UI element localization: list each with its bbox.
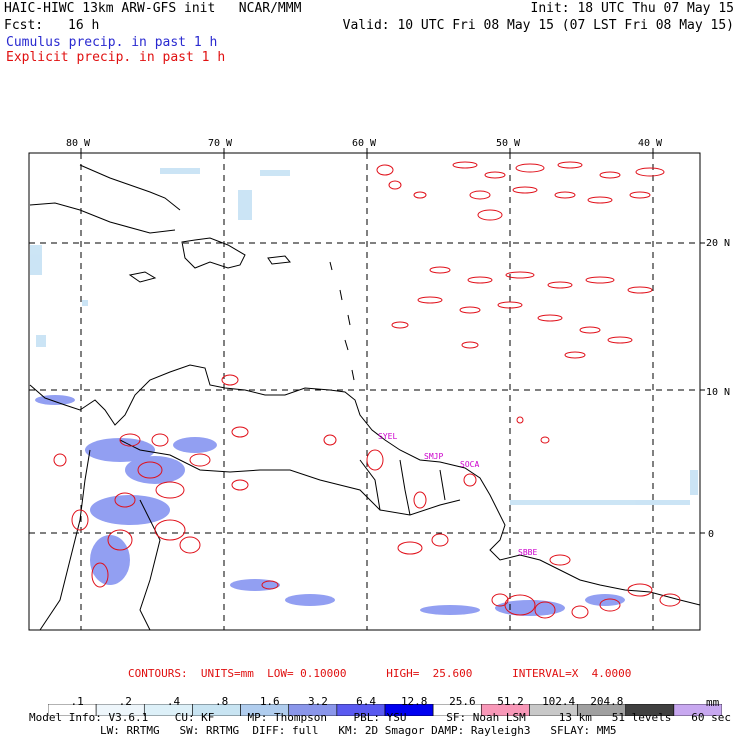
explicit-precip-contours [53, 161, 681, 619]
lon-label-60w: 60 W [352, 138, 377, 149]
lon-label-80w: 80 W [66, 138, 91, 149]
legend-explicit: Explicit precip. in past 1 h [6, 50, 226, 65]
station-sbbe: SBBE [518, 548, 537, 557]
station-syel: SYEL [378, 432, 397, 441]
colorbar-tick-label: 25.6 [449, 695, 476, 708]
lat-label-10n: 10 N [706, 387, 730, 398]
header-title: HAIC-HIWC 13km ARW-GFS init NCAR/MMM [4, 1, 302, 16]
colorbar-tick-label: 3.2 [307, 695, 328, 708]
station-soca: SOCA [460, 460, 479, 469]
colorbar-tick-label: .4 [166, 695, 181, 708]
colorbar-tick-label: 12.8 [400, 695, 428, 708]
footer-physics-info: LW: RRTMG SW: RRTMG DIFF: full KM: 2D Sm… [100, 724, 617, 737]
colorbar-unit: mm [706, 696, 720, 709]
header-valid: Valid: 10 UTC Fri 08 May 15 (07 LST Fri … [342, 18, 734, 33]
map-frame [28, 152, 701, 631]
graticule [29, 153, 700, 630]
colorbar-tick-label: .1 [70, 695, 84, 708]
colorbar-labels: .1 .2 .4 .8 1.6 3.2 6.4 12.8 25.6 51.2 102.4 204.8 [0, 696, 740, 708]
coastlines [29, 164, 701, 631]
lat-label-0: 0 [708, 529, 714, 540]
fcst-value: 16 h [68, 18, 100, 33]
contour-info: CONTOURS: UNITS=mm LOW= 0.10000 HIGH= 25… [128, 667, 632, 680]
colorbar-tick-label: 51.2 [497, 695, 524, 708]
colorbar-tick-label: 1.6 [259, 695, 280, 708]
colorbar-tick-label: .8 [214, 695, 229, 708]
fcst-label: Fcst: [4, 18, 44, 33]
colorbar-tick-label: 102.4 [542, 695, 576, 708]
colorbar [29, 682, 723, 717]
footer-model-info: Model Info: V3.6.1 CU: KF MP: Thompson P… [29, 711, 731, 724]
colorbar-tick-label: 204.8 [590, 695, 624, 708]
colorbar-tick-label: .2 [118, 695, 132, 708]
lat-label-20n: 20 N [706, 238, 730, 249]
station-smjp: SMJP [424, 452, 443, 461]
colorbar-tick-label: 6.4 [356, 695, 376, 708]
cumulus-light-areas [30, 168, 698, 505]
legend-cumulus: Cumulus precip. in past 1 h [6, 35, 218, 50]
lon-label-50w: 50 W [496, 138, 521, 149]
header-init: Init: 18 UTC Thu 07 May 15 [530, 1, 735, 16]
axis-ticks [80, 148, 705, 534]
station-labels: SYEL SMJP SOCA SBBE [378, 432, 537, 557]
lon-label-40w: 40 W [638, 138, 663, 149]
lon-label-70w: 70 W [208, 138, 233, 149]
